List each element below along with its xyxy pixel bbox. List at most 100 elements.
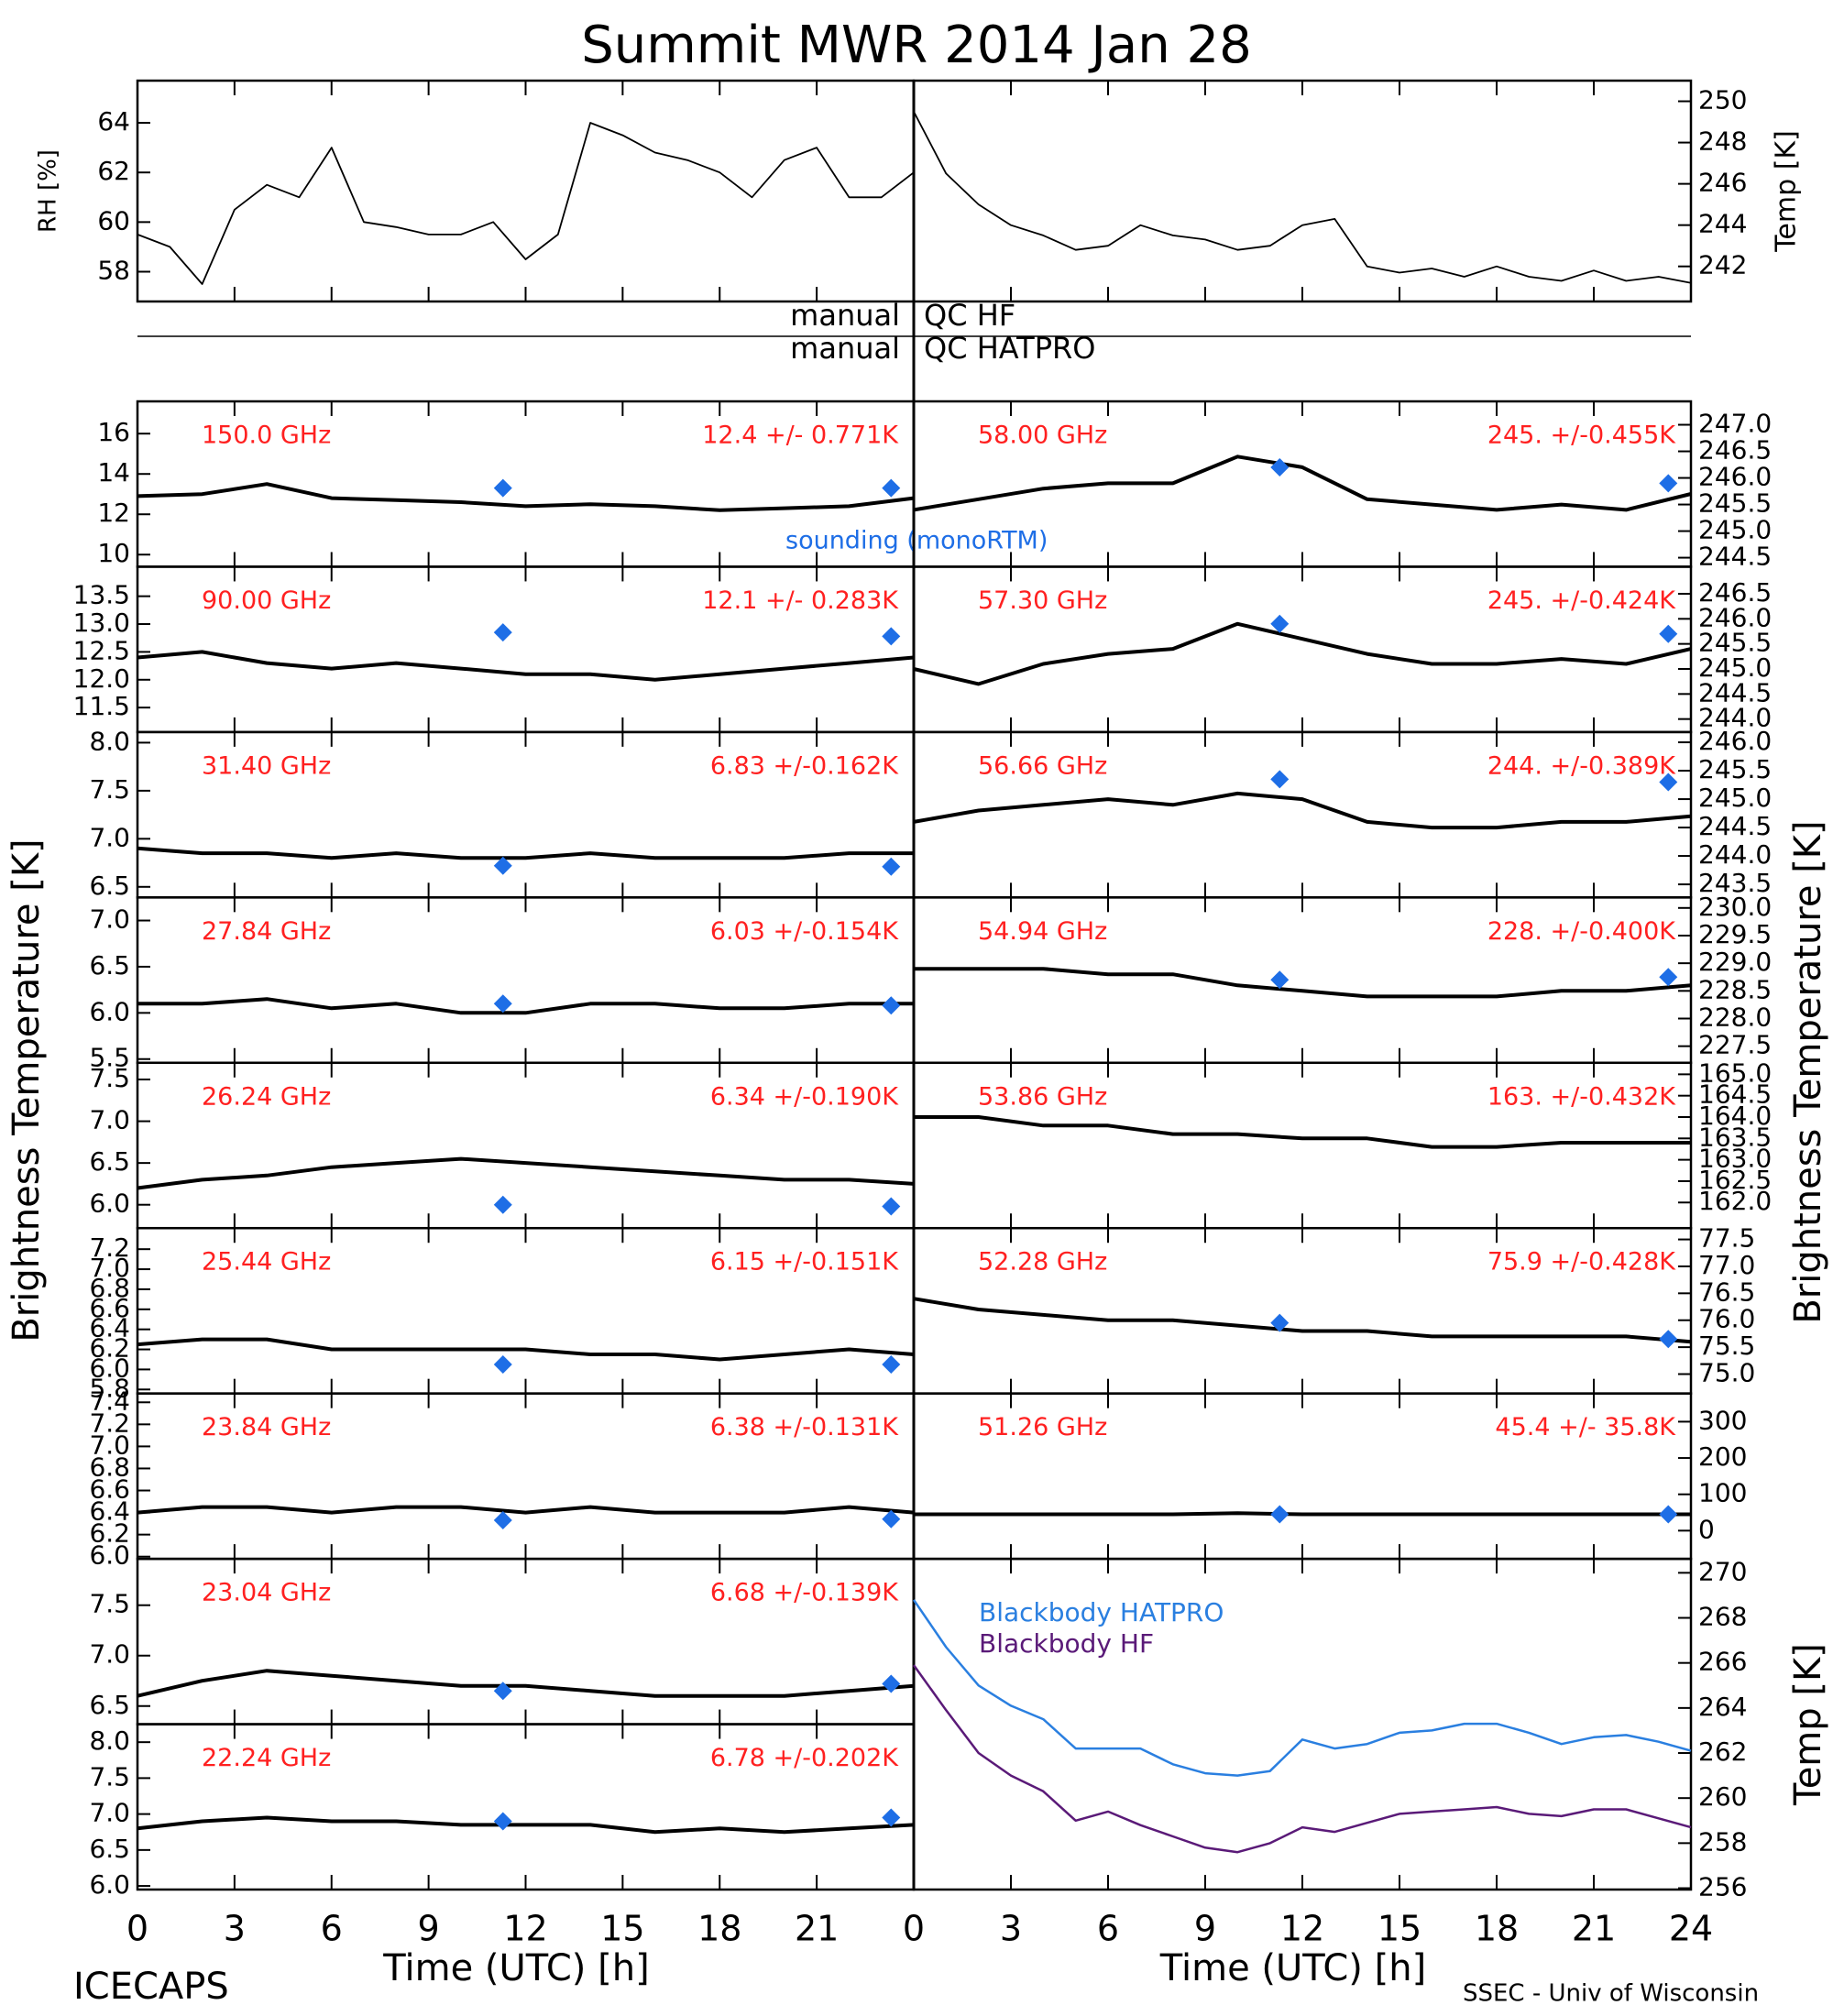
qc-label: manual <box>790 331 900 366</box>
y-tick-label: 13.0 <box>73 608 130 638</box>
channel-label: 90.00 GHz <box>202 586 331 615</box>
y-tick-label: 256 <box>1698 1872 1747 1902</box>
sounding-marker <box>1659 624 1678 643</box>
data-line <box>137 482 915 512</box>
x-axis-label: Time (UTC) [h] <box>1159 1947 1426 1989</box>
sounding-marker <box>882 996 901 1015</box>
channel-label: 22.24 GHz <box>202 1744 331 1772</box>
qc-label: QC HATPRO <box>924 331 1095 366</box>
x-tick-label: 9 <box>418 1909 440 1949</box>
sounding-marker <box>882 627 901 646</box>
y-tick-label: 14 <box>97 457 130 488</box>
sounding-marker <box>493 994 512 1013</box>
legend-label: Blackbody HATPRO <box>979 1597 1224 1627</box>
y-tick-label: 7.5 <box>89 774 130 805</box>
y-tick-label: 76.5 <box>1698 1276 1755 1307</box>
sounding-marker <box>882 478 901 498</box>
y-tick-label: 260 <box>1698 1781 1747 1812</box>
y-tick-label: 100 <box>1698 1478 1747 1508</box>
y-tick-label: 64 <box>97 106 130 137</box>
y-tick-label: 6.2 <box>89 1333 130 1364</box>
y-tick-label: 6.0 <box>89 996 130 1026</box>
panel-frame <box>912 79 1693 303</box>
sounding-marker <box>493 1354 512 1374</box>
x-tick-label: 3 <box>1000 1909 1022 1949</box>
channel-stats: 45.4 +/- 35.8K <box>1495 1413 1676 1441</box>
data-line <box>913 111 1692 284</box>
legend-label: Blackbody HF <box>979 1628 1154 1659</box>
data-line <box>913 791 1692 830</box>
y-tick-label: 8.0 <box>89 1726 130 1756</box>
x-axis-label: Time (UTC) [h] <box>382 1947 649 1989</box>
sounding-marker <box>1270 770 1290 789</box>
y-tick-label: 7.0 <box>89 1639 130 1670</box>
data-line <box>137 650 915 682</box>
channel-label: 56.66 GHz <box>978 751 1107 780</box>
x-tick-label: 0 <box>903 1909 925 1949</box>
channel-stats: 6.68 +/-0.139K <box>710 1579 899 1607</box>
data-line <box>914 967 1692 999</box>
y-tick-label: 60 <box>97 205 130 236</box>
y-tick-label: 10 <box>97 538 130 568</box>
y-tick-label: 246.5 <box>1698 577 1772 608</box>
channel-label: 51.26 GHz <box>978 1413 1107 1441</box>
sounding-marker <box>493 1682 512 1701</box>
data-line <box>913 455 1692 512</box>
y-tick-label: 6.8 <box>89 1273 130 1303</box>
channel-stats: 244. +/-0.389K <box>1487 751 1676 780</box>
y-tick-label: 7.0 <box>89 1798 130 1828</box>
y-tick-label: 6.4 <box>89 1313 130 1343</box>
y-tick-label: 266 <box>1698 1647 1747 1677</box>
y-tick-label: 246.0 <box>1698 726 1772 756</box>
y-tick-label: 77.0 <box>1698 1250 1755 1280</box>
panel-frame <box>136 79 916 303</box>
x-tick-label: 3 <box>224 1909 246 1949</box>
x-tick-label: 9 <box>1194 1909 1216 1949</box>
x-tick-label: 15 <box>1377 1909 1421 1949</box>
y-tick-label: 242 <box>1698 250 1747 280</box>
channel-stats: 163. +/-0.432K <box>1487 1082 1676 1111</box>
y-axis-label: Brightness Temperature [K] <box>1787 820 1829 1323</box>
y-tick-label: 246.0 <box>1698 462 1772 492</box>
sounding-marker <box>493 1511 512 1530</box>
x-tick-label: 21 <box>795 1909 839 1949</box>
channel-stats: 6.38 +/-0.131K <box>710 1413 899 1441</box>
sounding-marker <box>1270 970 1290 990</box>
y-tick-label: 258 <box>1698 1826 1747 1857</box>
channel-stats: 245. +/-0.455K <box>1487 422 1676 450</box>
y-tick-label: 7.0 <box>89 1253 130 1283</box>
y-tick-label: 163.0 <box>1698 1144 1772 1174</box>
y-tick-label: 58 <box>97 256 130 286</box>
data-line <box>137 846 914 860</box>
sounding-marker <box>1270 1313 1290 1332</box>
channel-label: 53.86 GHz <box>978 1082 1107 1111</box>
y-tick-label: 246 <box>1698 168 1747 198</box>
y-tick-label: 264 <box>1698 1692 1747 1722</box>
y-tick-label: 12.0 <box>73 663 130 694</box>
x-tick-label: 24 <box>1669 1909 1713 1949</box>
channel-stats: 75.9 +/-0.428K <box>1487 1248 1676 1276</box>
channel-label: 150.0 GHz <box>202 422 331 450</box>
y-tick-label: 244.5 <box>1698 677 1772 707</box>
sounding-marker <box>493 1812 512 1831</box>
sounding-marker <box>1659 1505 1678 1524</box>
y-tick-label: 6.6 <box>89 1293 130 1323</box>
y-tick-label: 76.0 <box>1698 1304 1755 1334</box>
y-tick-label: 244.5 <box>1698 811 1772 841</box>
y-tick-label: 7.5 <box>89 1063 130 1093</box>
data-line <box>914 1511 1691 1517</box>
channel-label: 58.00 GHz <box>978 422 1107 450</box>
y-tick-label: 248 <box>1698 126 1747 157</box>
y-tick-label: 244.0 <box>1698 839 1772 870</box>
channel-label: 31.40 GHz <box>202 751 331 780</box>
channel-label: 25.44 GHz <box>202 1248 331 1276</box>
y-tick-label: 227.5 <box>1698 1030 1772 1060</box>
y-tick-label: 75.5 <box>1698 1331 1755 1361</box>
data-line <box>912 1664 1692 1854</box>
y-tick-label: 6.5 <box>89 1146 130 1177</box>
channel-stats: 6.15 +/-0.151K <box>710 1248 899 1276</box>
channel-label: 23.04 GHz <box>202 1579 331 1607</box>
y-tick-label: 77.5 <box>1698 1223 1755 1254</box>
y-tick-label: 200 <box>1698 1441 1747 1472</box>
y-tick-label: 244.5 <box>1698 542 1772 572</box>
